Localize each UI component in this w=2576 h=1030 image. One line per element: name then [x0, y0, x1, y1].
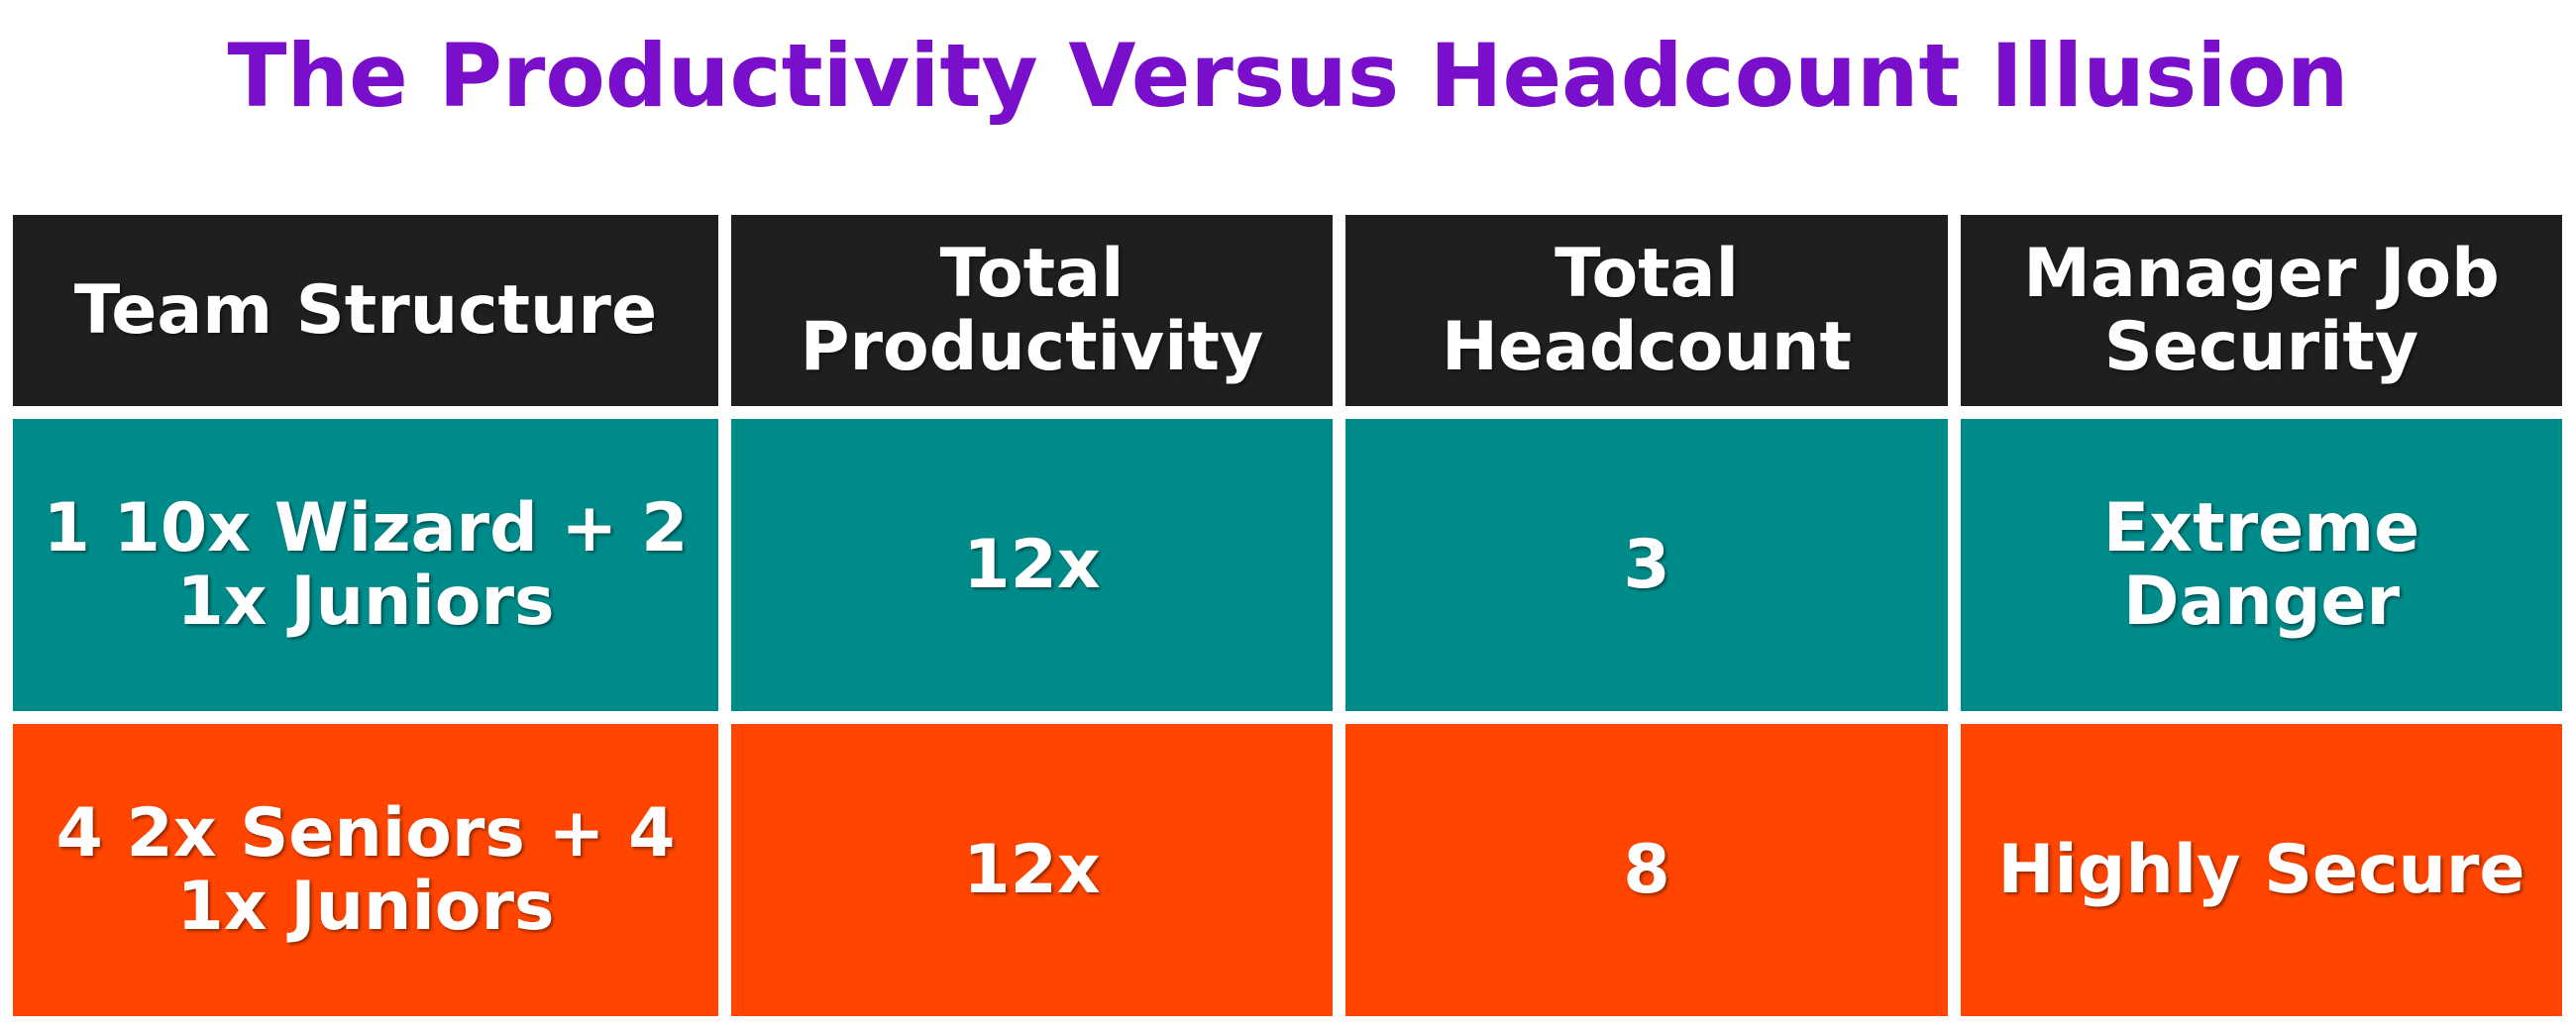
- header-cell: Team Structure: [13, 215, 718, 406]
- title: The Productivity Versus Headcount Illusi…: [227, 25, 2349, 127]
- table-cell: 3: [1345, 419, 1948, 711]
- table-cell: 1 10x Wizard + 2 1x Juniors: [13, 419, 718, 711]
- table-cell: Highly Secure: [1961, 724, 2562, 1016]
- table-cell: 8: [1345, 724, 1948, 1016]
- header-cell: Total Headcount: [1345, 215, 1948, 406]
- table-cell: 4 2x Seniors + 4 1x Juniors: [13, 724, 718, 1016]
- table-cell: 12x: [731, 724, 1333, 1016]
- table: Team Structure Total Productivity Total He…: [13, 215, 2563, 1016]
- table-cell: 12x: [731, 419, 1333, 711]
- header-cell: Total Productivity: [731, 215, 1333, 406]
- header-cell: Manager Job Security: [1961, 215, 2562, 406]
- table-cell: Extreme Danger: [1961, 419, 2562, 711]
